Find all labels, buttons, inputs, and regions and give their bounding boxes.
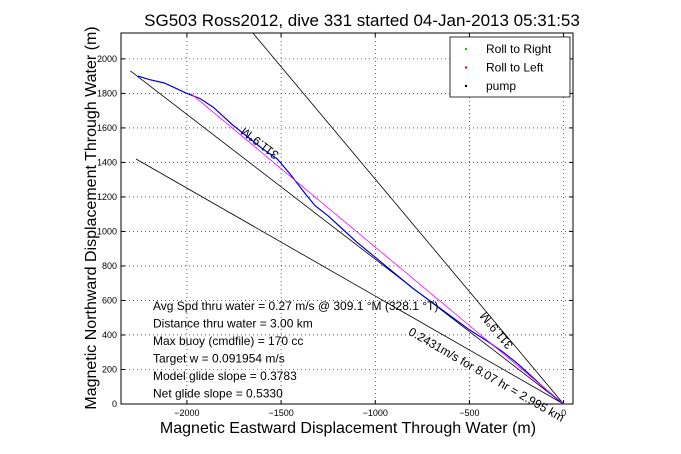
annotation-line: Avg Spd thru water = 0.27 m/s @ 309.1 °M…	[153, 299, 438, 313]
legend-marker	[464, 47, 468, 51]
y-tick-label: 1600	[97, 123, 117, 133]
x-tick-label: −2000	[174, 408, 199, 418]
net-course-line	[190, 93, 564, 405]
data-series	[137, 75, 564, 405]
legend-entry: Roll to Left	[486, 61, 544, 75]
annotation-line: Model glide slope = 0.3783	[153, 369, 297, 383]
legend: Roll to Right Roll to Left pump	[449, 36, 571, 98]
y-tick-label: 1800	[97, 88, 117, 98]
y-tick-label: 800	[102, 261, 117, 271]
annotation-line: Distance thru water = 3.00 km	[153, 317, 313, 331]
y-tick-label: 1000	[97, 226, 117, 236]
y-axis-label: Magnetic Northward Displacement Through …	[83, 26, 100, 409]
legend-box	[449, 36, 571, 98]
legend-entry: pump	[486, 79, 516, 93]
reference-line	[130, 70, 564, 405]
y-tick-label: 1400	[97, 157, 117, 167]
x-axis-label: Magnetic Eastward Displacement Through W…	[160, 420, 536, 437]
y-tick-label: 600	[102, 295, 117, 305]
y-tick-label: 400	[102, 330, 117, 340]
y-axis-ticks: 0 200 400 600 800 1000 1200 1400 1600 1800 2000	[97, 54, 573, 409]
plot-area: −2000 −1500 −1000 −500 0 0 200 400 600 800 1000 12…	[97, 32, 574, 425]
annotation-line: Net glide slope = 0.5330	[153, 387, 283, 401]
x-tick-label: −1500	[268, 408, 293, 418]
legend-marker	[464, 84, 468, 88]
y-tick-label: 2000	[97, 54, 117, 64]
x-tick-label: 0	[561, 408, 566, 418]
y-tick-label: 0	[112, 399, 117, 409]
chart-title: SG503 Ross2012, dive 331 started 04-Jan-…	[144, 11, 580, 30]
legend-marker	[464, 66, 468, 69]
x-axis-ticks: −2000 −1500 −1000 −500 0	[174, 33, 566, 418]
annotation-line: Target w = 0.091954 m/s	[153, 352, 285, 366]
y-tick-label: 200	[102, 364, 117, 374]
x-tick-label: −500	[459, 408, 479, 418]
annotation-block: Avg Spd thru water = 0.27 m/s @ 309.1 °M…	[153, 299, 438, 401]
x-tick-label: −1000	[363, 408, 388, 418]
reference-line	[252, 32, 564, 405]
legend-entry: Roll to Right	[486, 42, 552, 56]
annotation-line: Max buoy (cmdfile) = 170 cc	[153, 334, 303, 348]
reference-line	[135, 158, 564, 405]
y-tick-label: 1200	[97, 192, 117, 202]
